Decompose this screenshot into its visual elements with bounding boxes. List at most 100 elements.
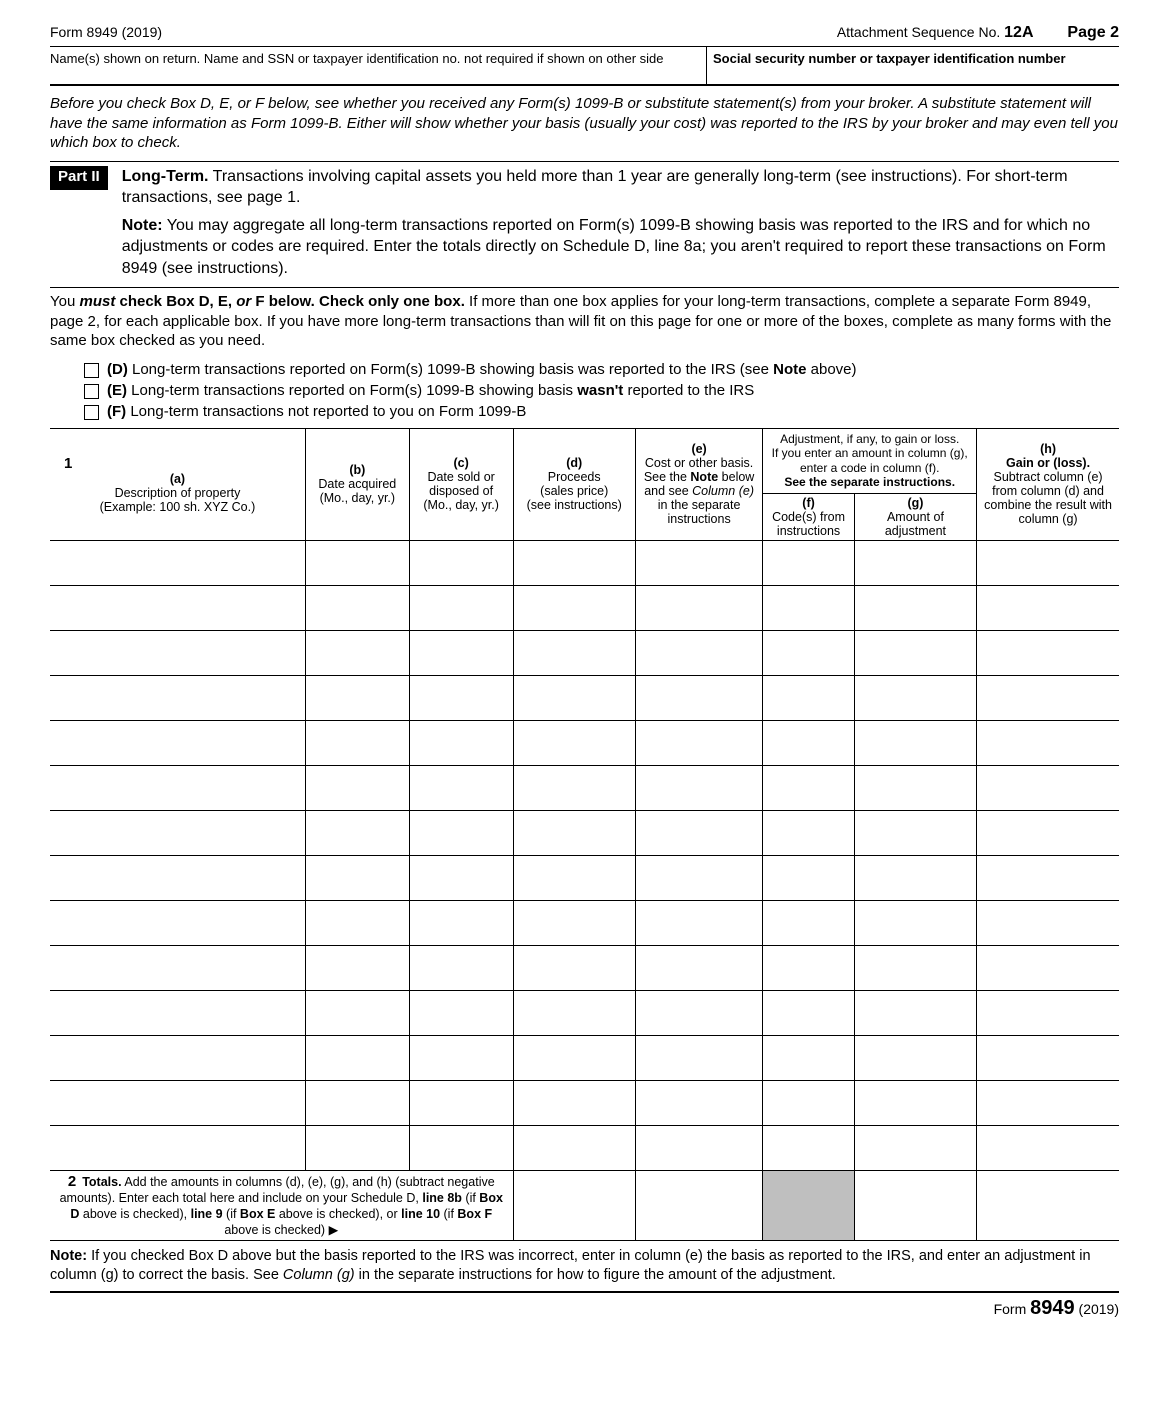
table-cell[interactable] bbox=[977, 720, 1119, 765]
checkbox-f-box[interactable] bbox=[84, 405, 99, 420]
table-cell[interactable] bbox=[513, 1035, 635, 1080]
table-cell[interactable] bbox=[409, 765, 513, 810]
table-cell[interactable] bbox=[50, 945, 305, 990]
table-cell[interactable] bbox=[977, 1080, 1119, 1125]
table-cell[interactable] bbox=[305, 1125, 409, 1170]
table-cell[interactable] bbox=[409, 1035, 513, 1080]
table-cell[interactable] bbox=[50, 990, 305, 1035]
table-cell[interactable] bbox=[977, 585, 1119, 630]
table-cell[interactable] bbox=[977, 990, 1119, 1035]
table-cell[interactable] bbox=[305, 675, 409, 720]
table-cell[interactable] bbox=[513, 630, 635, 675]
table-cell[interactable] bbox=[763, 990, 854, 1035]
checkbox-e-box[interactable] bbox=[84, 384, 99, 399]
table-cell[interactable] bbox=[409, 720, 513, 765]
table-cell[interactable] bbox=[50, 765, 305, 810]
table-cell[interactable] bbox=[854, 765, 976, 810]
table-cell[interactable] bbox=[854, 1080, 976, 1125]
table-cell[interactable] bbox=[513, 675, 635, 720]
totals-e[interactable] bbox=[635, 1170, 762, 1241]
table-cell[interactable] bbox=[763, 585, 854, 630]
table-cell[interactable] bbox=[409, 990, 513, 1035]
table-cell[interactable] bbox=[854, 1125, 976, 1170]
table-cell[interactable] bbox=[513, 900, 635, 945]
table-cell[interactable] bbox=[513, 990, 635, 1035]
table-cell[interactable] bbox=[854, 900, 976, 945]
table-cell[interactable] bbox=[977, 675, 1119, 720]
table-cell[interactable] bbox=[635, 1035, 762, 1080]
table-cell[interactable] bbox=[305, 855, 409, 900]
table-cell[interactable] bbox=[409, 540, 513, 585]
table-cell[interactable] bbox=[977, 855, 1119, 900]
table-cell[interactable] bbox=[763, 1080, 854, 1125]
checkbox-f[interactable]: (F) Long-term transactions not reported … bbox=[84, 401, 1119, 422]
checkbox-d[interactable]: (D) Long-term transactions reported on F… bbox=[84, 359, 1119, 380]
table-cell[interactable] bbox=[763, 675, 854, 720]
table-cell[interactable] bbox=[854, 1035, 976, 1080]
table-cell[interactable] bbox=[635, 945, 762, 990]
table-cell[interactable] bbox=[763, 630, 854, 675]
table-cell[interactable] bbox=[854, 990, 976, 1035]
table-cell[interactable] bbox=[977, 1125, 1119, 1170]
checkbox-e[interactable]: (E) Long-term transactions reported on F… bbox=[84, 380, 1119, 401]
table-cell[interactable] bbox=[305, 945, 409, 990]
table-cell[interactable] bbox=[763, 1125, 854, 1170]
table-cell[interactable] bbox=[635, 630, 762, 675]
table-cell[interactable] bbox=[854, 585, 976, 630]
table-cell[interactable] bbox=[977, 810, 1119, 855]
table-cell[interactable] bbox=[305, 540, 409, 585]
table-cell[interactable] bbox=[854, 945, 976, 990]
table-cell[interactable] bbox=[854, 855, 976, 900]
table-cell[interactable] bbox=[50, 900, 305, 945]
table-cell[interactable] bbox=[763, 765, 854, 810]
table-cell[interactable] bbox=[305, 585, 409, 630]
table-cell[interactable] bbox=[763, 810, 854, 855]
table-cell[interactable] bbox=[854, 630, 976, 675]
table-cell[interactable] bbox=[409, 945, 513, 990]
table-cell[interactable] bbox=[635, 675, 762, 720]
table-cell[interactable] bbox=[50, 1125, 305, 1170]
table-cell[interactable] bbox=[635, 585, 762, 630]
table-cell[interactable] bbox=[513, 855, 635, 900]
table-cell[interactable] bbox=[513, 810, 635, 855]
table-cell[interactable] bbox=[409, 900, 513, 945]
table-cell[interactable] bbox=[763, 945, 854, 990]
table-cell[interactable] bbox=[977, 540, 1119, 585]
table-cell[interactable] bbox=[50, 1035, 305, 1080]
table-cell[interactable] bbox=[50, 675, 305, 720]
table-cell[interactable] bbox=[513, 540, 635, 585]
table-cell[interactable] bbox=[635, 900, 762, 945]
table-cell[interactable] bbox=[305, 990, 409, 1035]
table-cell[interactable] bbox=[635, 855, 762, 900]
table-cell[interactable] bbox=[305, 810, 409, 855]
table-cell[interactable] bbox=[409, 1080, 513, 1125]
table-cell[interactable] bbox=[854, 540, 976, 585]
table-cell[interactable] bbox=[977, 630, 1119, 675]
totals-d[interactable] bbox=[513, 1170, 635, 1241]
table-cell[interactable] bbox=[50, 810, 305, 855]
table-cell[interactable] bbox=[50, 720, 305, 765]
table-cell[interactable] bbox=[977, 900, 1119, 945]
table-cell[interactable] bbox=[635, 720, 762, 765]
table-cell[interactable] bbox=[635, 765, 762, 810]
table-cell[interactable] bbox=[513, 585, 635, 630]
table-cell[interactable] bbox=[305, 630, 409, 675]
table-cell[interactable] bbox=[513, 945, 635, 990]
table-cell[interactable] bbox=[635, 540, 762, 585]
table-cell[interactable] bbox=[635, 1125, 762, 1170]
table-cell[interactable] bbox=[50, 855, 305, 900]
table-cell[interactable] bbox=[409, 585, 513, 630]
table-cell[interactable] bbox=[977, 945, 1119, 990]
table-cell[interactable] bbox=[305, 720, 409, 765]
table-cell[interactable] bbox=[635, 810, 762, 855]
table-cell[interactable] bbox=[305, 765, 409, 810]
totals-g[interactable] bbox=[854, 1170, 976, 1241]
table-cell[interactable] bbox=[409, 675, 513, 720]
table-cell[interactable] bbox=[977, 765, 1119, 810]
table-cell[interactable] bbox=[635, 990, 762, 1035]
table-cell[interactable] bbox=[763, 1035, 854, 1080]
table-cell[interactable] bbox=[763, 720, 854, 765]
table-cell[interactable] bbox=[635, 1080, 762, 1125]
table-cell[interactable] bbox=[513, 1125, 635, 1170]
totals-h[interactable] bbox=[977, 1170, 1119, 1241]
